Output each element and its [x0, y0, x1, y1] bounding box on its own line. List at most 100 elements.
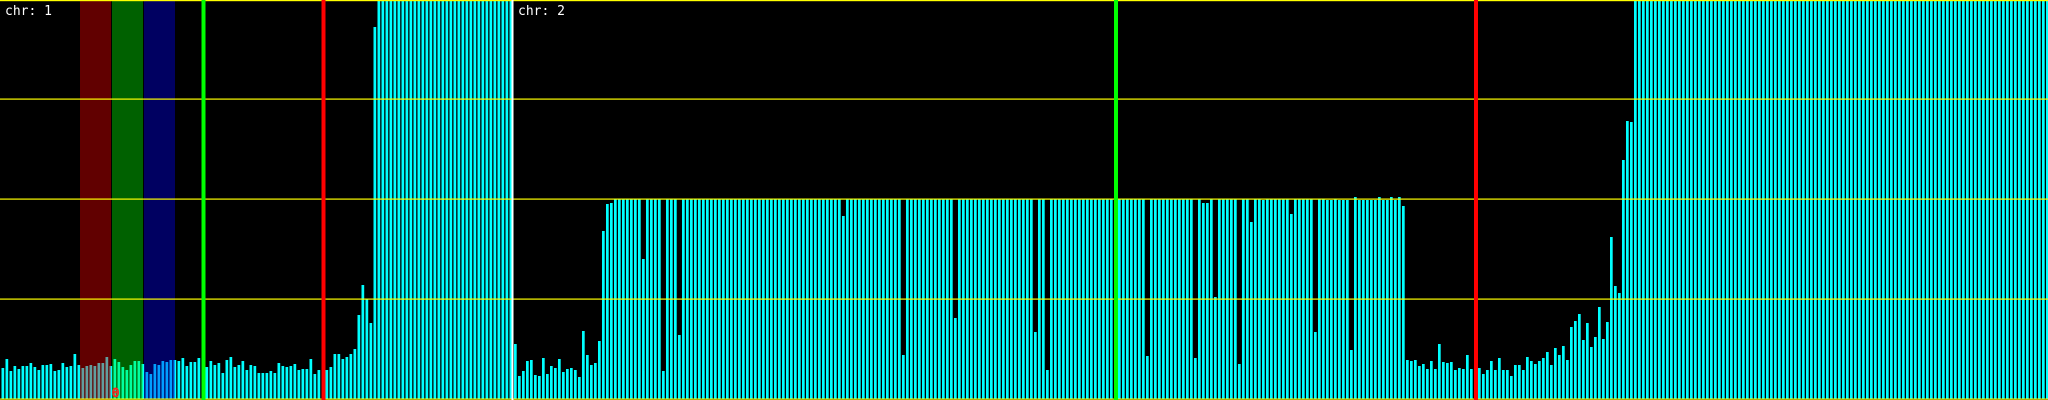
- bands-layer: [80, 0, 175, 400]
- bar-2-258: [1546, 352, 1549, 399]
- bar-1-61: [245, 370, 249, 399]
- bar-1-76: [305, 369, 309, 399]
- bar-2-110: [954, 318, 957, 399]
- bar-1-55: [221, 373, 225, 399]
- bar-1-11: [45, 365, 49, 399]
- bar-1-24: [97, 363, 101, 399]
- bar-2-16: [578, 377, 581, 399]
- bar-2-226: [1418, 366, 1421, 399]
- bar-1-13: [53, 371, 57, 399]
- bar-2-255: [1534, 364, 1537, 399]
- bar-1-67: [269, 371, 273, 399]
- bar-1-87: [349, 354, 353, 399]
- bar-1-41: [165, 362, 169, 399]
- bar-2-236: [1458, 368, 1461, 399]
- bar-2-275: [1614, 286, 1617, 399]
- bar-2-18: [586, 355, 589, 399]
- bar-2-20: [594, 363, 597, 399]
- bar-2-1: [518, 376, 521, 399]
- bar-1-70: [281, 366, 285, 399]
- highlight-band-1: [80, 0, 111, 400]
- bar-2-257: [1542, 358, 1545, 399]
- bar-2-245: [1494, 370, 1497, 399]
- bar-1-66: [265, 373, 269, 399]
- bar-1-47: [189, 362, 193, 399]
- bar-1-34: [137, 361, 141, 399]
- bar-2-224: [1410, 361, 1413, 399]
- bar-1-49: [197, 358, 201, 399]
- bar-2-232: [1442, 362, 1445, 399]
- bar-2-276: [1618, 293, 1621, 399]
- highlight-band-3: [144, 0, 175, 400]
- bar-1-46: [185, 366, 189, 399]
- bar-1-68: [273, 373, 277, 399]
- bar-2-277: [1622, 160, 1625, 399]
- bar-2-209: [1350, 350, 1353, 399]
- bar-1-21: [85, 366, 89, 399]
- bar-1-27: [109, 366, 113, 399]
- bar-2-239: [1470, 369, 1473, 399]
- bar-2-256: [1538, 361, 1541, 399]
- bar-2-15: [574, 370, 577, 399]
- bar-1-37: [149, 374, 153, 399]
- gridline-4: [0, 0, 2048, 2]
- bar-2-254: [1530, 361, 1533, 399]
- bar-2-263: [1566, 360, 1569, 399]
- bar-2-273: [1606, 322, 1609, 399]
- bar-2-3: [526, 361, 529, 399]
- bar-1-57: [229, 357, 233, 399]
- bar-1-72: [289, 366, 293, 399]
- bar-2-200: [1314, 332, 1317, 399]
- bar-1-38: [153, 364, 157, 399]
- bar-1-58: [233, 367, 237, 399]
- bar-1-18: [73, 354, 77, 399]
- bar-1-52: [209, 361, 213, 399]
- bar-1-63: [253, 366, 257, 399]
- bar-1-59: [237, 365, 241, 399]
- bar-2-23: [606, 204, 609, 399]
- bar-1-53: [213, 365, 217, 399]
- bar-1-32: [129, 365, 133, 399]
- bar-1-79: [317, 370, 321, 399]
- bar-1-84: [337, 354, 341, 399]
- bar-2-278: [1626, 121, 1629, 399]
- bar-2-170: [1194, 358, 1197, 399]
- bar-1-45: [181, 358, 185, 399]
- bar-1-91: [365, 299, 369, 399]
- bar-1-19: [77, 365, 81, 399]
- bar-1-29: [117, 362, 121, 399]
- bar-2-37: [662, 371, 665, 399]
- bar-2-244: [1490, 361, 1493, 399]
- bar-1-1: [5, 359, 9, 399]
- bar-1-40: [161, 361, 165, 399]
- bar-2-233: [1446, 363, 1449, 399]
- bar-1-4: [17, 369, 21, 399]
- bar-2-271: [1598, 307, 1601, 399]
- gridline-3: [0, 98, 2048, 100]
- bar-2-262: [1562, 346, 1565, 399]
- bar-1-16: [65, 367, 69, 399]
- bar-2-234: [1450, 362, 1453, 399]
- marker-line-1-2: [321, 0, 326, 400]
- bar-2-231: [1438, 344, 1441, 399]
- panel-label-chr1: chr: 1: [5, 4, 52, 19]
- bar-2-266: [1578, 314, 1581, 399]
- bar-1-75: [301, 369, 305, 399]
- bar-2-8: [546, 374, 549, 399]
- bar-1-48: [193, 362, 197, 399]
- bar-2-17: [582, 331, 585, 399]
- markers-layer: [201, 0, 1478, 400]
- bar-1-28: [113, 359, 117, 399]
- bar-2-246: [1498, 358, 1501, 399]
- bar-1-3: [13, 366, 17, 399]
- bar-1-92: [369, 323, 373, 399]
- bar-1-86: [345, 357, 349, 399]
- bar-1-30: [121, 367, 125, 399]
- bar-2-249: [1510, 376, 1513, 399]
- bar-1-0: [1, 368, 5, 399]
- bar-1-23: [93, 366, 97, 399]
- bar-2-223: [1406, 360, 1409, 399]
- bar-2-264: [1570, 327, 1573, 399]
- bar-1-51: [205, 367, 209, 399]
